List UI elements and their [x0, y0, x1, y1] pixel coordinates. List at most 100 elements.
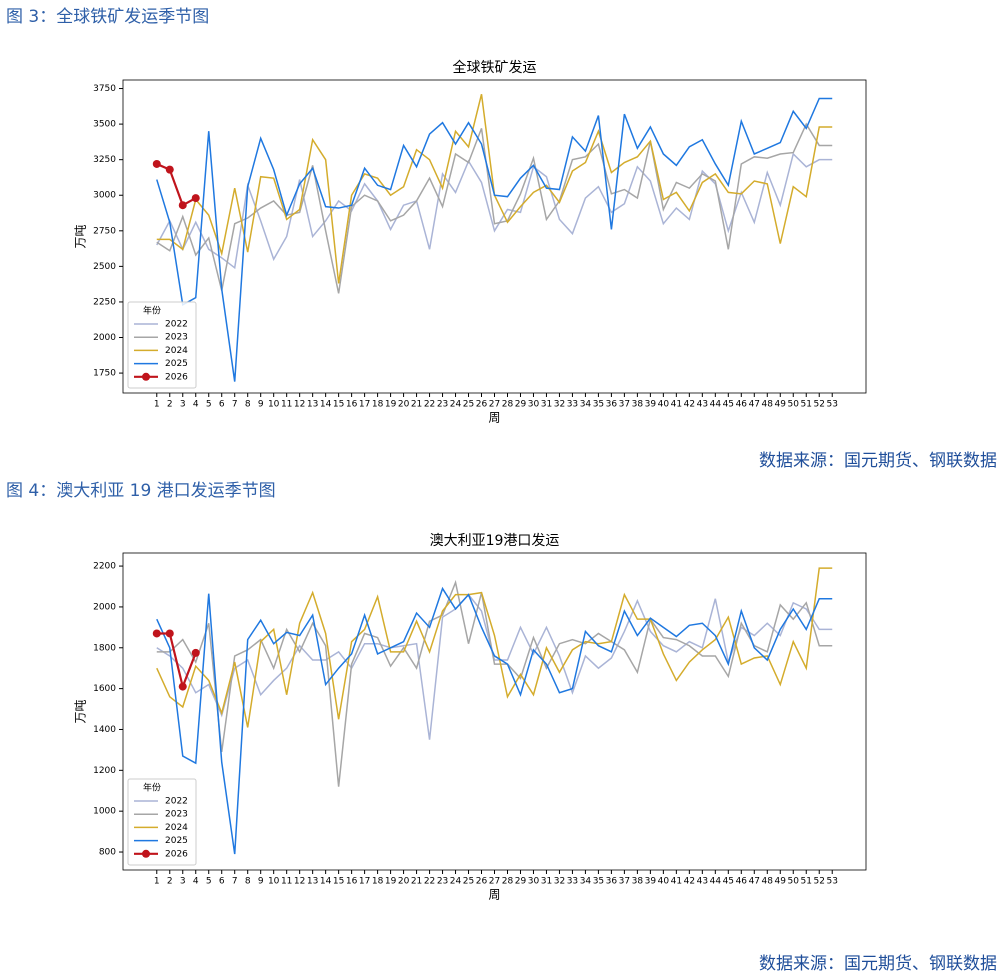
y-tick-label: 3500: [93, 120, 116, 130]
x-tick-label: 46: [736, 877, 748, 887]
series-line: [156, 579, 833, 787]
x-tick-label: 42: [684, 877, 695, 887]
x-tick-label: 45: [723, 877, 734, 887]
y-tick-label: 3750: [93, 84, 116, 94]
x-tick-label: 19: [385, 400, 397, 410]
x-tick-label: 43: [697, 877, 708, 887]
legend-label: 2024: [165, 346, 188, 356]
series-line: [156, 97, 833, 382]
y-tick-label: 3250: [93, 155, 116, 165]
x-axis-label: 周: [488, 888, 500, 902]
legend-label: 2023: [165, 810, 188, 820]
x-tick-label: 6: [219, 400, 225, 410]
source-note: 数据来源：国元期货、钢联数据: [759, 451, 997, 471]
x-tick-label: 37: [619, 400, 630, 410]
x-tick-label: 15: [333, 877, 344, 887]
x-tick-label: 20: [398, 400, 410, 410]
x-tick-label: 35: [593, 400, 604, 410]
legend-label: 2022: [165, 320, 188, 330]
y-tick-label: 2500: [93, 262, 116, 272]
x-tick-label: 22: [424, 877, 435, 887]
x-tick-label: 15: [333, 400, 344, 410]
x-tick-label: 29: [515, 877, 527, 887]
series-line: [156, 94, 833, 284]
x-tick-label: 10: [268, 400, 280, 410]
x-tick-label: 39: [645, 877, 657, 887]
x-tick-label: 21: [411, 400, 422, 410]
x-tick-label: 27: [489, 400, 500, 410]
x-tick-label: 18: [372, 400, 384, 410]
x-tick-label: 45: [723, 400, 734, 410]
x-tick-label: 10: [268, 877, 280, 887]
legend-label: 2024: [165, 823, 188, 833]
y-axis-label: 万吨: [74, 224, 88, 248]
x-tick-label: 31: [541, 400, 552, 410]
x-tick-label: 52: [814, 400, 825, 410]
plot-frame: [122, 79, 867, 394]
x-tick-label: 26: [476, 400, 488, 410]
x-tick-label: 23: [437, 400, 448, 410]
legend-label: 2025: [165, 836, 188, 846]
y-tick-label: 1800: [93, 643, 116, 653]
x-tick-label: 28: [502, 400, 514, 410]
legend-title: 年份: [143, 305, 161, 317]
x-tick-label: 44: [710, 877, 722, 887]
series-marker: [191, 194, 200, 203]
x-tick-label: 26: [476, 877, 488, 887]
x-tick-label: 8: [245, 400, 251, 410]
plot-frame: [122, 552, 867, 871]
series-line: [156, 567, 833, 728]
x-tick-label: 53: [827, 877, 838, 887]
y-axis-label: 万吨: [74, 699, 88, 723]
y-tick-label: 800: [99, 848, 116, 858]
x-tick-label: 2: [167, 400, 173, 410]
y-tick-label: 2000: [93, 333, 116, 343]
series-marker: [152, 159, 161, 168]
x-tick-label: 25: [463, 877, 474, 887]
series-line: [156, 152, 833, 270]
x-tick-label: 12: [294, 400, 305, 410]
x-tick-label: 34: [580, 877, 592, 887]
x-tick-label: 47: [749, 400, 760, 410]
x-tick-label: 53: [827, 400, 838, 410]
x-tick-label: 6: [219, 877, 225, 887]
x-tick-label: 28: [502, 877, 514, 887]
source-note: 数据来源：国元期货、钢联数据: [759, 954, 997, 974]
series-line: [156, 632, 197, 691]
y-tick-label: 1400: [93, 725, 116, 735]
x-tick-label: 3: [180, 400, 186, 410]
x-tick-label: 27: [489, 877, 500, 887]
legend-title: 年份: [143, 782, 161, 794]
series-marker: [178, 682, 187, 691]
x-tick-label: 47: [749, 877, 760, 887]
x-tick-label: 51: [801, 400, 812, 410]
legend-label: 2025: [165, 359, 188, 369]
x-tick-label: 3: [180, 877, 186, 887]
x-tick-label: 48: [762, 877, 774, 887]
y-tick-label: 1750: [93, 369, 116, 379]
series-marker: [165, 165, 174, 174]
y-tick-label: 3000: [93, 191, 116, 201]
x-tick-label: 11: [281, 400, 292, 410]
series-line: [156, 162, 197, 207]
x-tick-label: 17: [359, 400, 370, 410]
legend-label: 2022: [165, 797, 188, 807]
x-tick-label: 11: [281, 877, 292, 887]
x-tick-label: 12: [294, 877, 305, 887]
series-marker: [165, 629, 174, 638]
x-tick-label: 13: [307, 877, 318, 887]
x-tick-label: 36: [606, 877, 618, 887]
x-tick-label: 40: [658, 877, 670, 887]
x-tick-label: 49: [775, 400, 787, 410]
x-tick-label: 38: [632, 400, 644, 410]
chart-title: 全球铁矿发运: [453, 59, 537, 76]
legend-label: 2026: [165, 372, 188, 382]
x-axis-label: 周: [488, 411, 500, 425]
legend-marker: [142, 849, 150, 858]
x-tick-label: 13: [307, 400, 318, 410]
figure-caption: 图 3：全球铁矿发运季节图: [6, 7, 210, 27]
x-tick-label: 23: [437, 877, 448, 887]
x-tick-label: 32: [554, 400, 565, 410]
x-tick-label: 51: [801, 877, 812, 887]
